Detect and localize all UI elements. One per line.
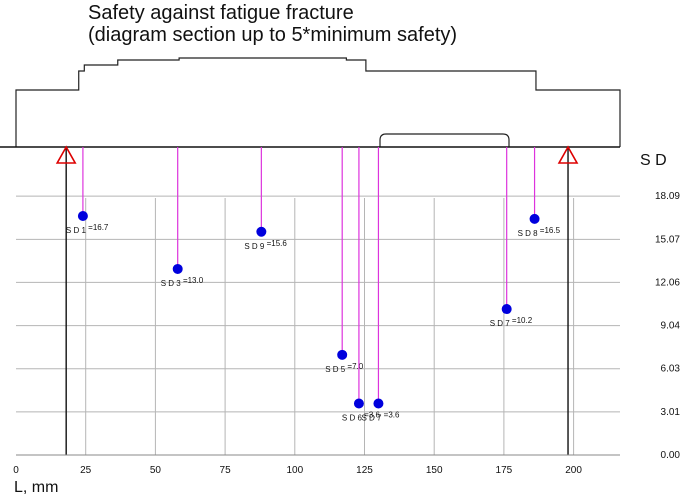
title-line-2: (diagram section up to 5*minimum safety) [88,24,458,46]
y-tick-label: 18.09 [655,191,680,202]
y-tick-label: 15.07 [655,234,680,245]
chart-title: Safety against fatigue fracture (diagram… [88,2,457,46]
keyway-outline [379,133,510,147]
data-label: S D 7 =3.6 [361,410,400,422]
data-label: S D 1 =16.7 [66,223,109,235]
data-point [353,398,364,409]
data-point [337,349,348,360]
shaft-outline [15,57,621,147]
bearing-support-icon [55,145,77,164]
data-label: S D 6 =3.6 [342,410,381,422]
x-tick-label: 75 [220,465,232,476]
x-tick-label: 0 [13,465,19,476]
data-label: S D 7 =10.2 [490,316,533,328]
x-tick-label: 150 [426,465,443,476]
data-label: S D 9 =15.6 [244,239,287,251]
x-tick-label: 100 [286,465,303,476]
x-tick-label: 25 [80,465,92,476]
y-tick-label: 0.00 [661,450,681,461]
y-tick-label: 3.01 [661,407,681,418]
data-point [501,304,512,315]
data-point [172,263,183,274]
y-tick-label: 12.06 [655,277,680,288]
bearing-support-icon [557,145,579,164]
data-point [529,213,540,224]
title-line-1: Safety against fatigue fracture [88,2,354,24]
y-axis-title: S D [640,152,667,169]
data-label: S D 8 =16.5 [518,226,561,238]
x-tick-label: 175 [496,465,513,476]
x-axis-title: L, mm [14,479,58,496]
data-point [373,398,384,409]
data-point [77,211,88,222]
y-tick-label: 6.03 [661,364,681,375]
data-label: S D 5 =7.0 [325,362,364,374]
x-tick-label: 125 [356,465,373,476]
x-tick-label: 200 [565,465,582,476]
data-label: S D 3 =13.0 [161,276,204,288]
data-point [256,226,267,237]
x-tick-label: 50 [150,465,162,476]
y-tick-label: 9.04 [661,321,681,332]
